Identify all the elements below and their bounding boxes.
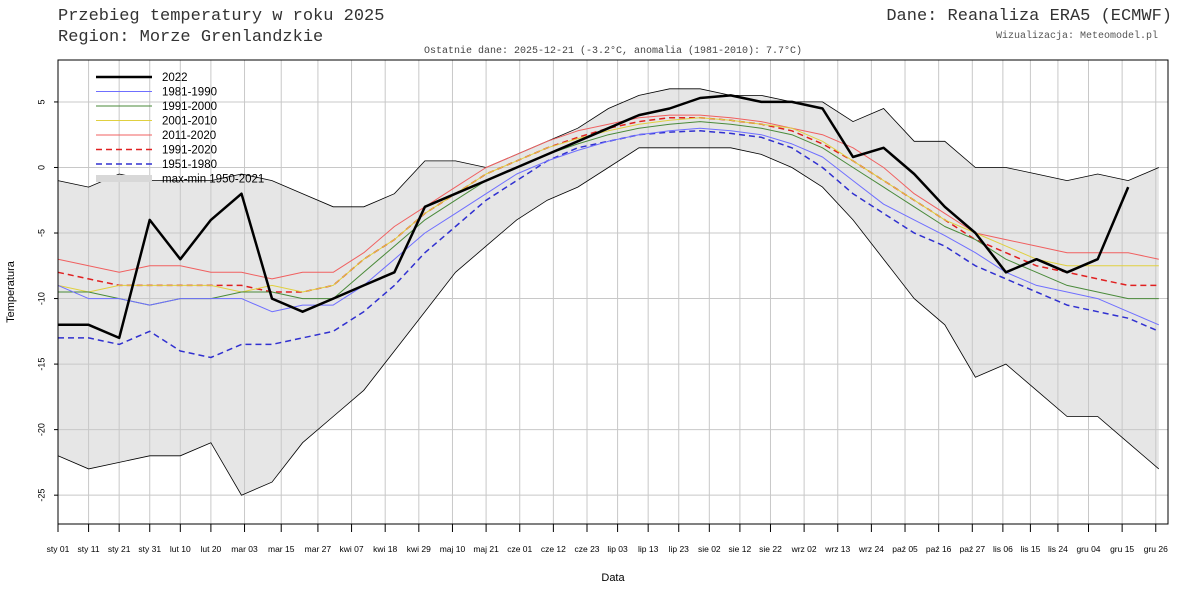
x-tick-label: sie 12 <box>729 544 752 554</box>
series-line <box>58 94 1130 340</box>
y-tick-label: -5 <box>36 229 46 237</box>
x-tick-label: sty 21 <box>108 544 131 554</box>
y-tick-label: -25 <box>36 489 46 502</box>
x-tick-label: paź 05 <box>892 544 918 554</box>
legend-label: 1951-1980 <box>162 159 217 171</box>
x-tick-label: mar 27 <box>305 544 332 554</box>
plot-frame <box>57 59 1169 525</box>
legend-label: 1981-1990 <box>162 87 217 99</box>
y-tick-label: 0 <box>36 165 46 170</box>
x-tick-label: lut 20 <box>200 544 221 554</box>
legend-label: 2011-2020 <box>162 130 216 142</box>
x-tick-label: lip 23 <box>669 544 690 554</box>
x-tick-label: lip 03 <box>607 544 628 554</box>
legend-label: 2022 <box>162 72 188 84</box>
series-line <box>57 127 1159 326</box>
x-tick-label: gru 15 <box>1110 544 1134 554</box>
x-tick-label: lut 10 <box>170 544 191 554</box>
x-tick-label: wrz 02 <box>791 544 817 554</box>
x-tick-label: sty 01 <box>47 544 70 554</box>
band-max-line <box>57 88 1159 208</box>
range-band <box>58 88 1159 496</box>
chart-title: Przebieg temperatury w roku 2025 <box>58 7 384 26</box>
y-tick-label: -10 <box>36 292 46 305</box>
x-tick-label: paź 27 <box>960 544 986 554</box>
x-tick-label: cze 23 <box>574 544 599 554</box>
x-tick-label: mar 15 <box>268 544 295 554</box>
x-tick-label: gru 04 <box>1076 544 1100 554</box>
y-tick-label: -20 <box>36 423 46 436</box>
x-tick-label: paź 16 <box>926 544 952 554</box>
legend-label: 1991-2020 <box>162 145 217 157</box>
x-tick-label: maj 21 <box>473 544 499 554</box>
x-tick-label: kwi 29 <box>407 544 431 554</box>
x-tick-label: cze 01 <box>507 544 532 554</box>
x-tick-label: kwi 18 <box>373 544 397 554</box>
x-tick-label: maj 10 <box>440 544 466 554</box>
legend-label: 2001-2010 <box>162 116 217 128</box>
x-axis-label: Data <box>601 572 625 584</box>
x-tick-label: mar 03 <box>231 544 258 554</box>
band-min-line <box>57 147 1160 496</box>
y-tick-label: 5 <box>36 99 46 104</box>
annotation: Ostatnie dane: 2025-12-21 (-3.2°C, anoma… <box>424 45 802 57</box>
x-tick-label: sty 31 <box>138 544 161 554</box>
series-line <box>58 130 1160 359</box>
x-tick-label: wrz 13 <box>824 544 850 554</box>
x-tick-label: gru 26 <box>1144 544 1168 554</box>
y-axis-label: Temperatura <box>5 260 17 323</box>
credit: Wizualizacja: Meteomodel.pl <box>996 30 1158 42</box>
legend-label: 1991-2000 <box>162 101 217 113</box>
x-tick-label: cze 12 <box>541 544 566 554</box>
x-tick-label: lis 24 <box>1048 544 1068 554</box>
y-tick-label: -15 <box>36 358 46 371</box>
x-tick-label: lis 15 <box>1020 544 1040 554</box>
series-line <box>58 121 1159 306</box>
x-tick-label: wrz 24 <box>858 544 884 554</box>
source: Dane: Reanaliza ERA5 (ECMWF) <box>886 7 1172 26</box>
x-tick-label: sie 22 <box>759 544 782 554</box>
x-tick-label: sie 02 <box>698 544 721 554</box>
legend: 2022 1981-1990 1991-2000 2001-2010 2011-2020… <box>96 72 264 186</box>
chart-subtitle: Region: Morze Grenlandzkie <box>58 28 323 47</box>
x-tick-label: kwi 07 <box>340 544 364 554</box>
plot-area: -25 -20 -15 -10 -5 0 5 sty 01 sty 11 sty 21 sty 31… <box>36 59 1169 554</box>
x-tick-label: lis 06 <box>993 544 1013 554</box>
legend-label: max-min 1950-2021 <box>162 174 264 186</box>
x-tick-label: lip 13 <box>638 544 659 554</box>
series-line <box>57 116 1159 293</box>
x-tick-label: sty 11 <box>78 544 100 554</box>
